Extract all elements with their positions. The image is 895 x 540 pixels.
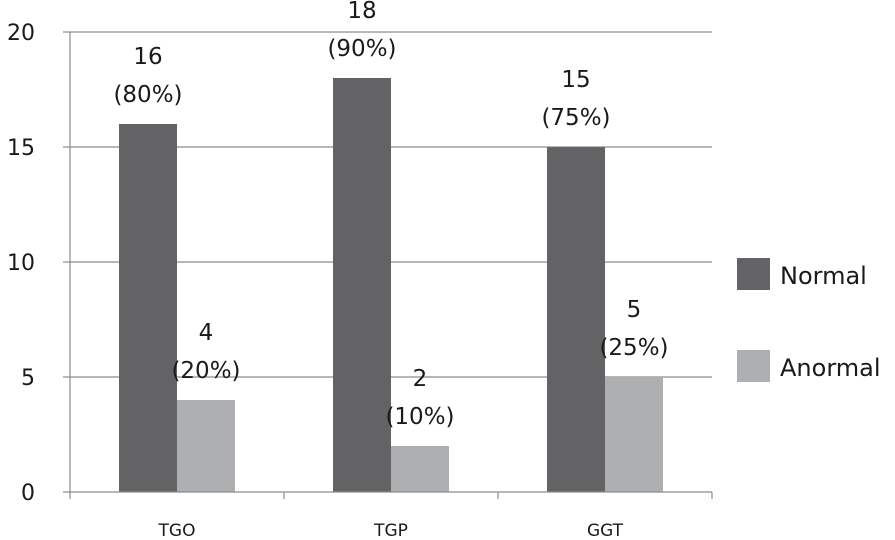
y-tick-label-10: 10	[7, 251, 35, 276]
data-label-pct-anormal-tgo: (20%)	[171, 358, 240, 384]
bar-normal-tgo	[119, 124, 177, 492]
bar-anormal-tgo	[177, 400, 235, 492]
data-label-normal-ggt: 15	[561, 67, 590, 93]
x-axis-categories: TGO TGP GGT	[158, 521, 624, 540]
y-tick-label-20: 20	[7, 21, 35, 46]
data-label-normal-tgp: 18	[347, 0, 376, 24]
legend-label-normal: Normal	[780, 262, 867, 290]
y-axis-ticks: 0 5 10 15 20	[7, 21, 35, 506]
data-label-pct-normal-ggt: (75%)	[541, 105, 610, 131]
legend-swatch-normal	[737, 258, 770, 290]
y-tick-label-15: 15	[7, 136, 35, 161]
x-category-label-ggt: GGT	[587, 521, 624, 540]
legend-label-anormal: Anormal	[780, 354, 881, 382]
bar-anormal-ggt	[605, 377, 663, 492]
data-label-pct-anormal-ggt: (25%)	[599, 335, 668, 361]
data-labels: 16 (80%) 18 (90%) 15 (75%) 4 (20%) 2 (10%) 5 (25%)	[113, 0, 668, 430]
y-tick-label-5: 5	[21, 366, 35, 391]
data-label-anormal-tgo: 4	[199, 320, 214, 346]
data-label-anormal-ggt: 5	[627, 297, 642, 323]
data-label-anormal-tgp: 2	[413, 366, 428, 392]
legend-swatch-anormal	[737, 350, 770, 382]
data-label-pct-normal-tgp: (90%)	[327, 36, 396, 62]
bar-normal-tgp	[333, 78, 391, 492]
bars	[119, 78, 663, 492]
data-label-pct-normal-tgo: (80%)	[113, 82, 182, 108]
x-category-label-tgo: TGO	[158, 521, 196, 540]
legend: Normal Anormal	[737, 258, 881, 382]
data-label-normal-tgo: 16	[133, 44, 162, 70]
bar-anormal-tgp	[391, 446, 449, 492]
data-label-pct-anormal-tgp: (10%)	[385, 404, 454, 430]
x-category-label-tgp: TGP	[373, 521, 408, 540]
y-tick-label-0: 0	[21, 481, 35, 506]
bar-normal-ggt	[547, 147, 605, 492]
axes	[63, 31, 713, 499]
